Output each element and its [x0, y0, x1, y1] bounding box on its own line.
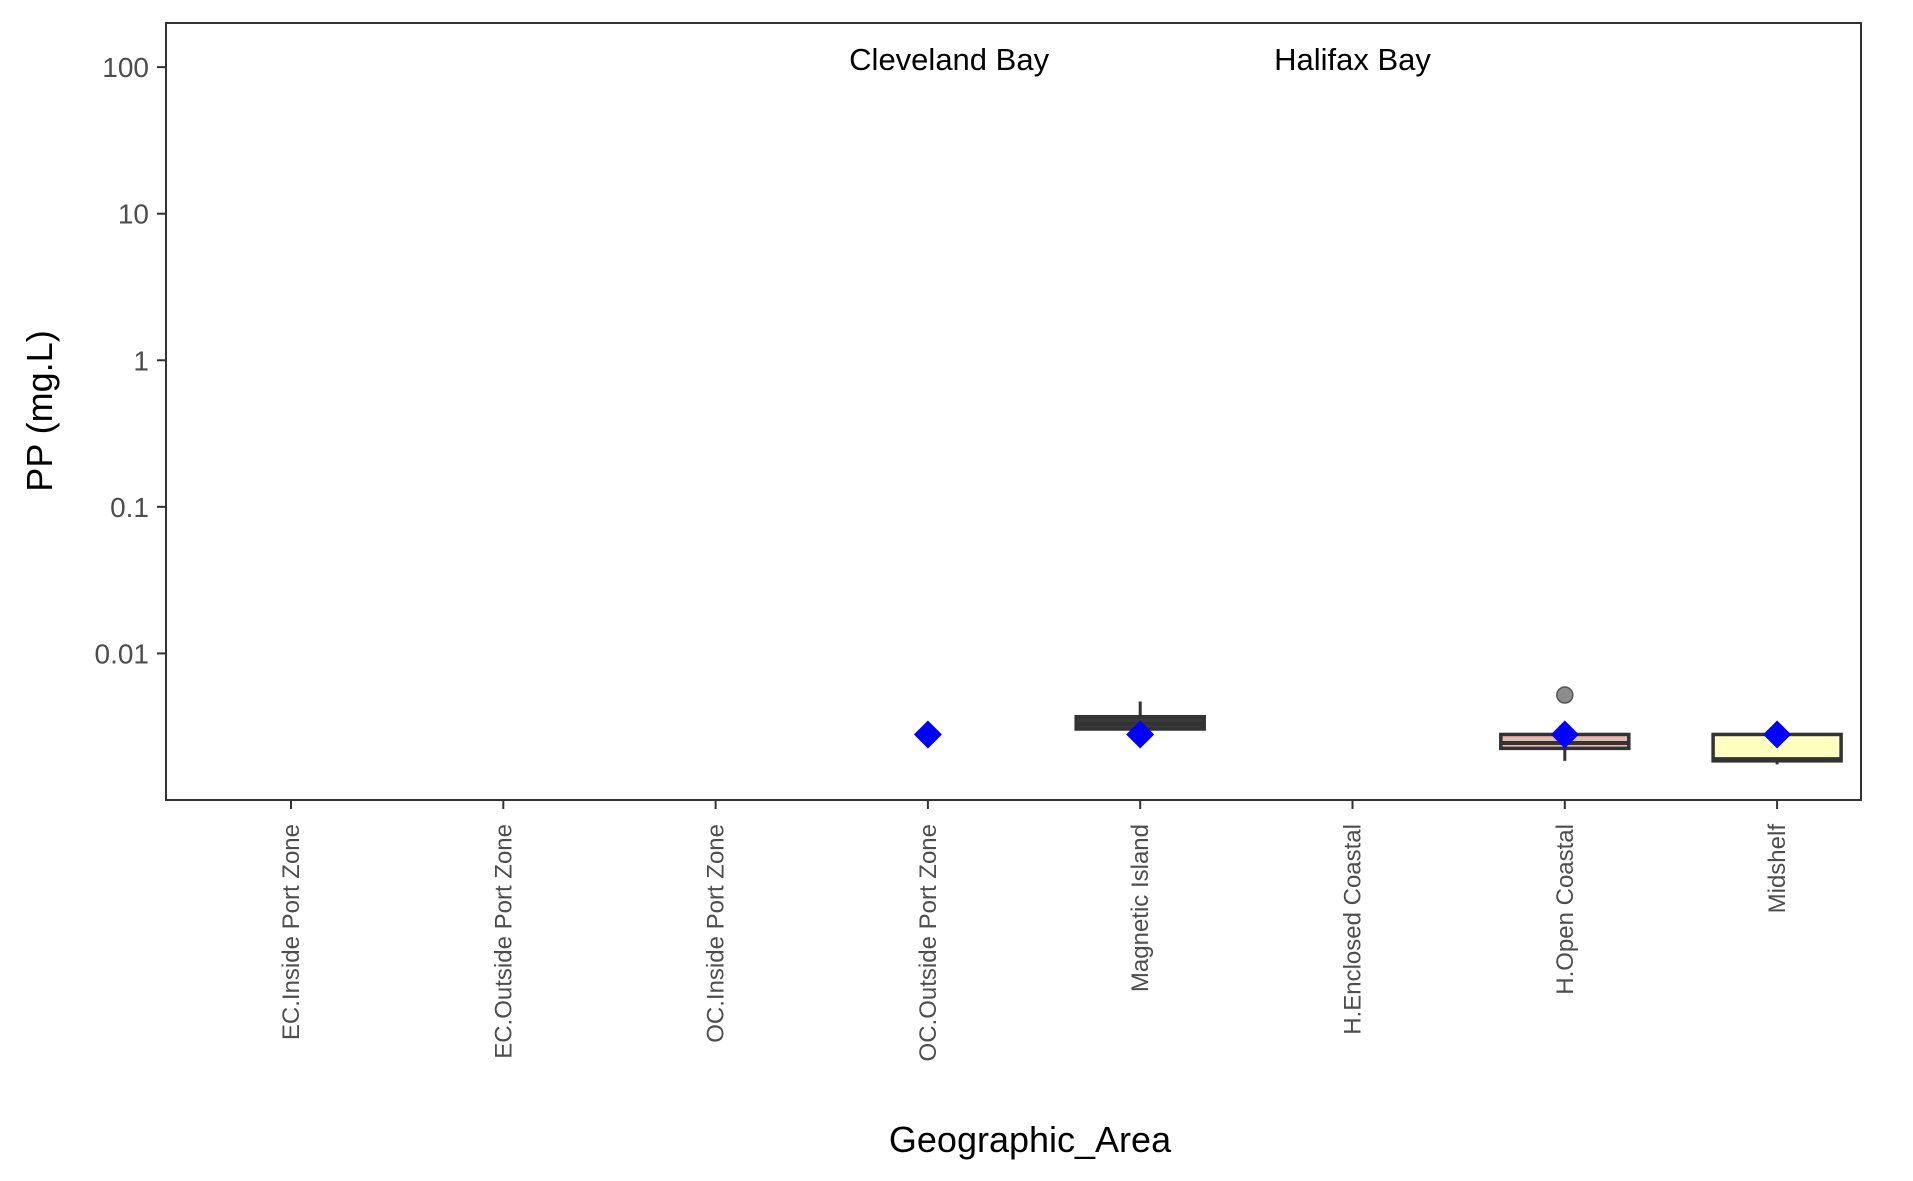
mean-markers — [913, 720, 1792, 749]
mean-marker — [1763, 720, 1792, 749]
mean-marker — [1126, 720, 1155, 749]
x-category-label: H.Open Coastal — [1552, 824, 1579, 995]
x-category-label: H.Enclosed Coastal — [1340, 824, 1367, 1035]
y-tick-label: 10 — [118, 199, 149, 230]
group-labels: Cleveland Bay Halifax Bay — [849, 42, 1431, 77]
group-label: Halifax Bay — [1274, 42, 1431, 77]
y-tick-label: 100 — [102, 52, 149, 83]
mean-marker — [1550, 720, 1579, 749]
plot-panel — [165, 22, 1862, 801]
x-category-label: OC.Outside Port Zone — [915, 824, 942, 1061]
outlier-point — [1556, 686, 1574, 704]
y-tick-label: 1 — [133, 345, 149, 376]
x-category-label: Magnetic Island — [1127, 824, 1154, 992]
x-axis: EC.Inside Port Zone EC.Outside Port Zone O… — [278, 800, 1791, 1061]
y-tick-label: 0.01 — [95, 638, 150, 669]
group-label: Cleveland Bay — [849, 42, 1049, 77]
x-category-label: Midshelf — [1764, 824, 1791, 914]
y-axis: 0.01 0.1 1 10 100 — [95, 52, 166, 669]
x-category-label: EC.Outside Port Zone — [490, 824, 517, 1059]
mean-marker — [913, 720, 942, 749]
x-category-label: EC.Inside Port Zone — [278, 824, 305, 1040]
x-axis-title: Geographic_Area — [889, 1119, 1172, 1160]
y-axis-title: PP (mg.L) — [19, 330, 60, 491]
x-category-label: OC.Inside Port Zone — [703, 824, 730, 1043]
y-tick-label: 0.1 — [110, 492, 149, 523]
